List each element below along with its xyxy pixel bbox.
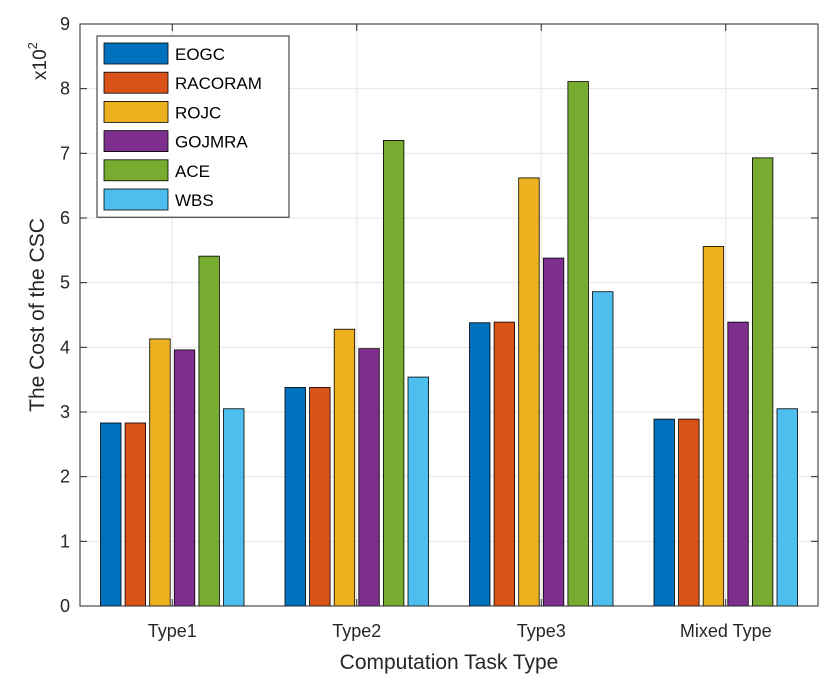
y-axis: 0 1 2 3 4 5 6 7 8 9	[60, 14, 818, 616]
legend-swatch-ace	[103, 159, 169, 182]
bar-eogc-mixed-type	[653, 418, 675, 607]
x-tick-label: Mixed Type	[680, 621, 772, 641]
bar-wbs-type2	[407, 376, 429, 607]
bar-rojc-mixed-type	[702, 246, 725, 607]
x-tick-label: Type3	[517, 621, 566, 641]
bar-racoram-type1	[124, 422, 146, 607]
bar-gojmra-type3	[542, 257, 565, 607]
y-tick-label: 4	[60, 337, 70, 357]
bar-racoram-type2	[309, 387, 331, 607]
y-tick-label: 1	[60, 531, 70, 551]
y-axis-exponent: x102	[25, 42, 51, 80]
exponent-power: 2	[25, 42, 40, 49]
bar-gojmra-type2	[358, 348, 380, 607]
bar-ace-type1	[198, 255, 220, 607]
bar-racoram-type3	[493, 321, 516, 607]
x-tick-label: Type1	[148, 621, 197, 641]
legend-label-wbs: WBS	[175, 191, 214, 210]
legend-label-racoram: RACORAM	[175, 74, 262, 93]
y-tick-label: 8	[60, 79, 70, 99]
legend: EOGC RACORAM ROJC GOJMRA ACE WBS	[96, 35, 290, 218]
bar-ace-mixed-type	[752, 157, 774, 607]
bar-wbs-type1	[223, 408, 245, 607]
x-axis: Type1 Type2 Type3 Mixed Type	[148, 24, 772, 641]
legend-swatch-rojc	[103, 101, 169, 123]
legend-label-eogc: EOGC	[175, 45, 225, 64]
legend-swatch-racoram	[103, 71, 169, 94]
legend-box	[96, 35, 290, 218]
bar-ace-type2	[382, 139, 405, 607]
legend-label-rojc: ROJC	[175, 103, 221, 122]
bar-racoram-mixed-type	[678, 418, 700, 607]
bar-eogc-type2	[284, 387, 306, 607]
bar-gojmra-mixed-type	[727, 321, 749, 607]
bar-ace-type3	[567, 81, 589, 607]
x-axis-title: Computation Task Type	[340, 651, 559, 674]
bar-wbs-mixed-type	[776, 408, 798, 607]
bars-group	[100, 81, 798, 607]
y-tick-label: 2	[60, 467, 70, 487]
x-tick-label: Type2	[332, 621, 381, 641]
legend-label-gojmra: GOJMRA	[175, 133, 248, 152]
y-axis-title: The Cost of the CSC	[26, 218, 49, 412]
exponent-base: x10	[30, 49, 51, 80]
svg-text:x102: x102	[25, 42, 51, 80]
bar-rojc-type2	[333, 328, 356, 607]
y-tick-label: 0	[60, 596, 70, 616]
bar-rojc-type3	[518, 177, 540, 607]
plot-frame	[79, 23, 819, 607]
y-tick-label: 3	[60, 402, 70, 422]
bar-eogc-type3	[469, 322, 491, 607]
bar-gojmra-type1	[173, 349, 196, 607]
legend-swatch-eogc	[103, 42, 169, 65]
legend-swatch-wbs	[103, 188, 169, 211]
bar-wbs-type3	[592, 291, 614, 607]
y-tick-label: 9	[60, 14, 70, 34]
legend-swatch-gojmra	[103, 130, 169, 153]
y-tick-label: 7	[60, 143, 70, 163]
y-tick-label: 6	[60, 208, 70, 228]
bar-eogc-type1	[100, 422, 122, 607]
bar-rojc-type1	[149, 338, 171, 607]
legend-label-ace: ACE	[175, 162, 210, 181]
y-tick-label: 5	[60, 273, 70, 293]
